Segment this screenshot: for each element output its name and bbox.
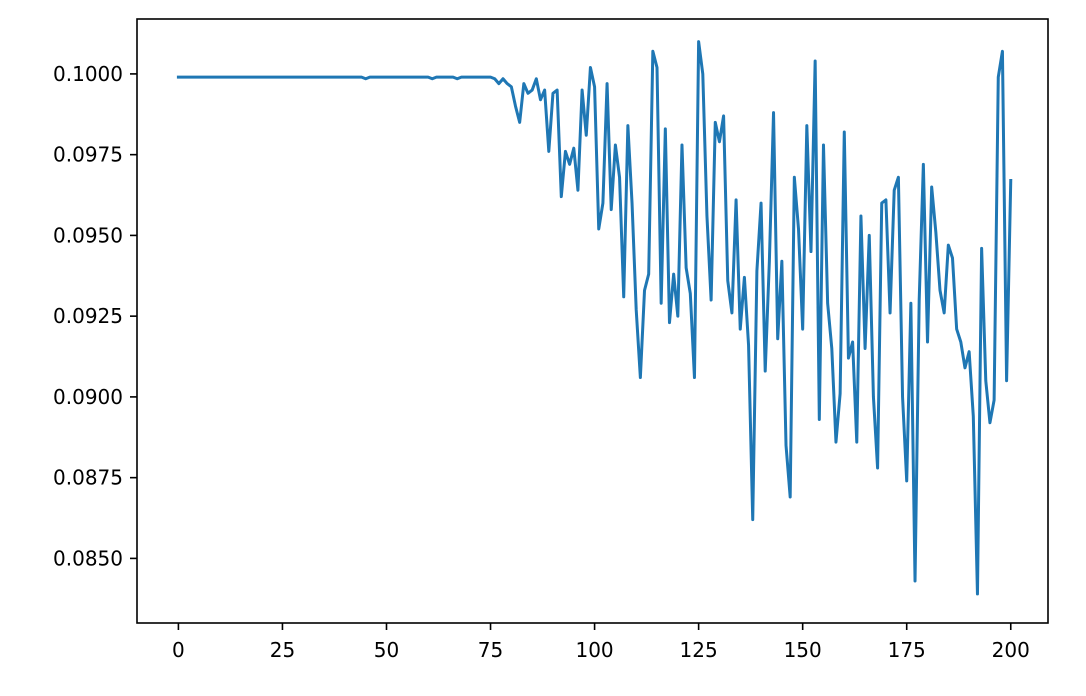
x-tick-label: 175: [888, 638, 926, 662]
x-axis: 0 25 50 75 100 125 150 175 200: [172, 623, 1030, 662]
series-line-0: [176, 40, 1013, 596]
plot-area: [137, 19, 1048, 623]
x-tick-label: 50: [374, 638, 399, 662]
x-tick-label: 125: [680, 638, 718, 662]
y-axis: 0.0850 0.0875 0.0900 0.0925 0.0950 0.0975 0.10…: [53, 62, 137, 570]
y-tick-label: 0.0925: [53, 304, 123, 328]
x-tick-label: 150: [784, 638, 822, 662]
x-tick-label: 100: [575, 638, 613, 662]
x-tick-label: 200: [992, 638, 1030, 662]
plot-frame: [136, 18, 1049, 624]
x-tick-label: 0: [172, 638, 185, 662]
x-tick-label: 75: [478, 638, 503, 662]
y-tick-label: 0.0850: [53, 546, 123, 570]
y-tick-label: 0.0975: [53, 143, 123, 167]
series-layer: [176, 40, 1013, 596]
y-tick-label: 0.0900: [53, 385, 123, 409]
y-tick-label: 0.0950: [53, 223, 123, 247]
y-tick-label: 0.1000: [53, 62, 123, 86]
x-tick-label: 25: [270, 638, 295, 662]
y-tick-label: 0.0875: [53, 466, 123, 490]
